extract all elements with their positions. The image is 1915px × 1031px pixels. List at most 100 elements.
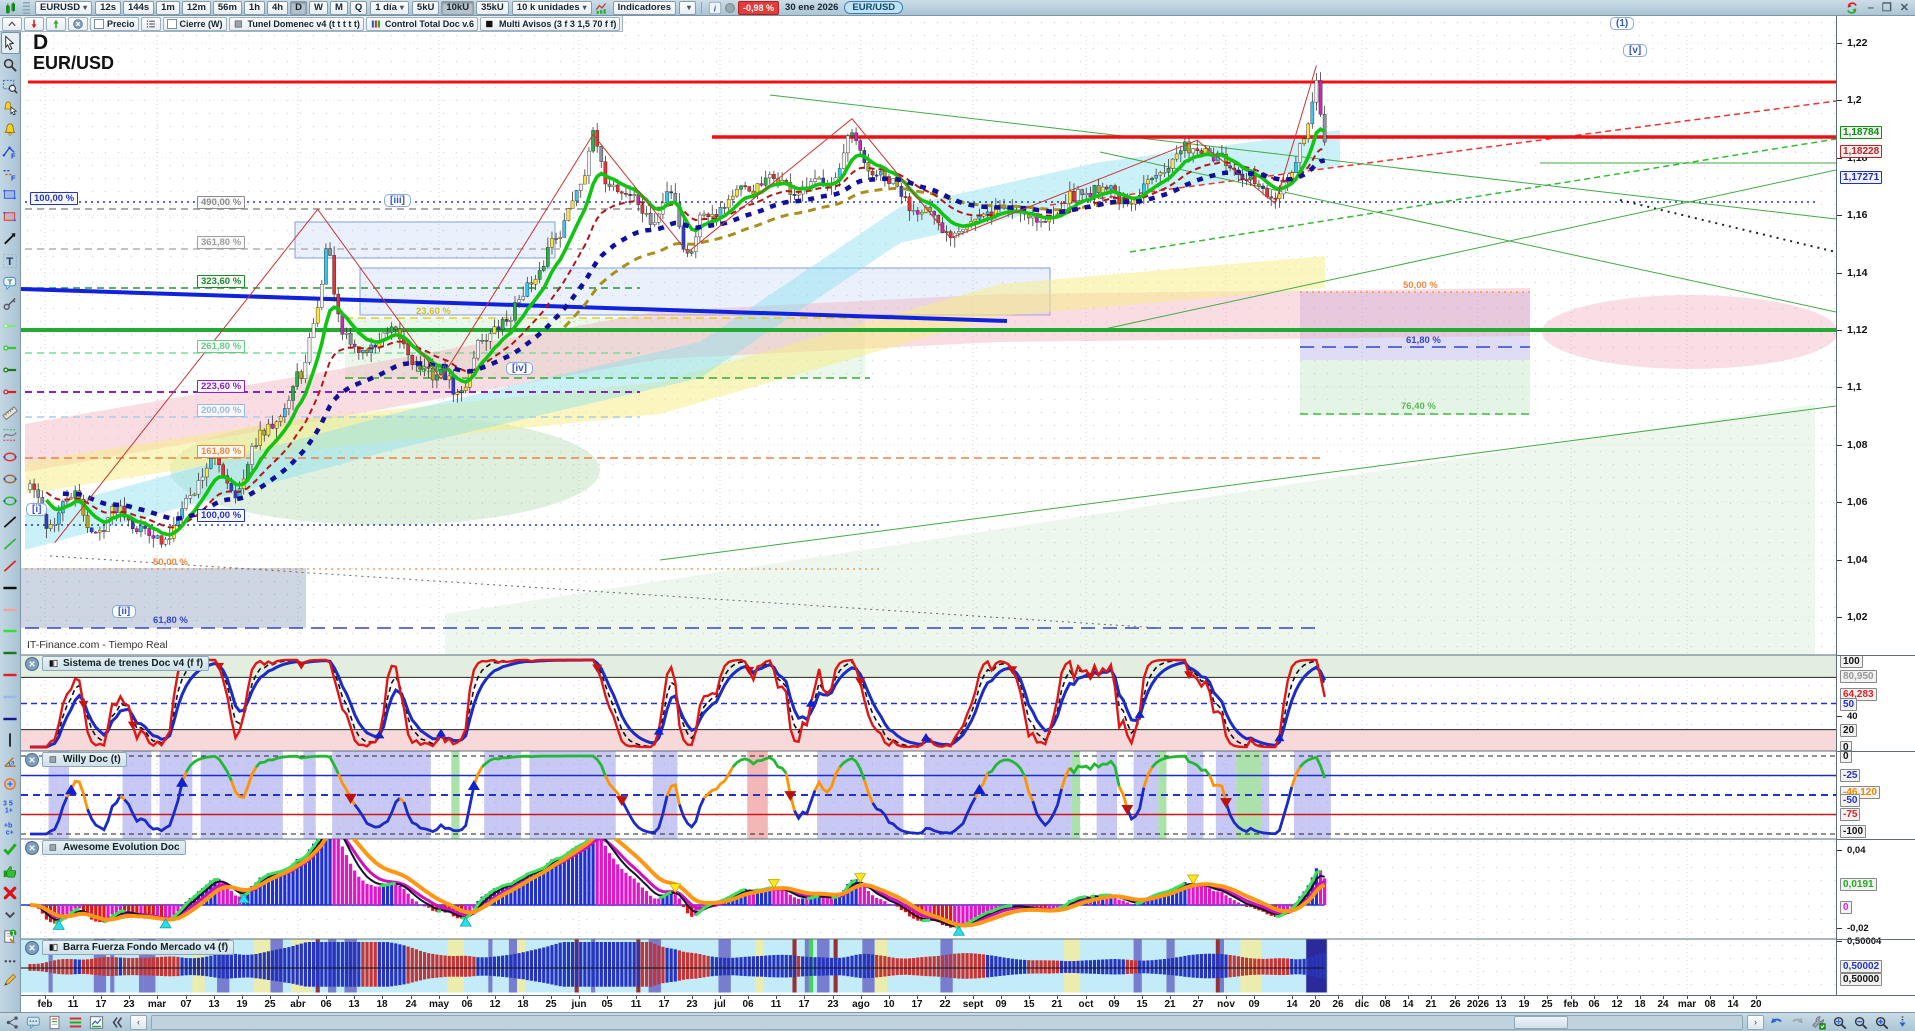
tool-rect-red-icon[interactable] <box>1 206 20 228</box>
chart-doc-icon[interactable] <box>88 1014 105 1031</box>
fibonacci-level-label[interactable]: 100,00 % <box>30 192 79 205</box>
tool-angle-icon[interactable]: a <box>1 751 20 773</box>
tool-ellipse-green-icon[interactable] <box>1 490 20 512</box>
arrow-up-green-icon[interactable] <box>46 16 66 31</box>
fibonacci-level-label[interactable]: 490,00 % <box>197 196 246 209</box>
list-icon[interactable] <box>140 16 161 31</box>
tool-doc-settings-icon[interactable]: 1 <box>1 926 20 948</box>
panel-header-0[interactable]: Sistema de trenes Doc v4 (f f) <box>42 656 210 671</box>
collapse-toolbar-button[interactable] <box>2 16 22 31</box>
tool-circle-orange-icon[interactable] <box>1 773 20 795</box>
timeframe-button-4h[interactable]: 4h <box>267 0 289 15</box>
tool-fib-retracement-icon[interactable]: F <box>1 141 20 163</box>
minimize-button[interactable]: – <box>1867 1 1874 14</box>
period-dropdown[interactable]: 1 día ▾ <box>370 0 409 15</box>
tool-trendline-green-icon[interactable] <box>1 533 20 555</box>
tool-text-icon[interactable]: T <box>1 250 20 272</box>
scroll-down-icon[interactable] <box>1894 1014 1911 1031</box>
share-icon[interactable] <box>4 1014 21 1031</box>
fibonacci-level-label[interactable]: 23,60 % <box>416 306 451 317</box>
scroll-right-button[interactable]: › <box>1747 1014 1764 1030</box>
undo-icon[interactable] <box>1768 1014 1785 1031</box>
tool-trendline-black-icon[interactable] <box>1 512 20 534</box>
tool-hline-green-icon[interactable] <box>1 337 20 359</box>
symbol-select[interactable]: EURUSD ▾ <box>35 0 93 15</box>
panel-close-button[interactable]: ✕ <box>25 656 39 671</box>
scroll-left-button[interactable]: ‹ <box>130 1014 147 1030</box>
tool-pin-icon[interactable] <box>1 294 20 316</box>
tool-hline2-darkgreen-icon[interactable] <box>1 642 20 664</box>
tool-hline2-navy-icon[interactable] <box>1 708 20 730</box>
tool-rect-blue-icon[interactable] <box>1 185 20 207</box>
unit-button-10kU[interactable]: 10kU <box>441 0 475 15</box>
fibonacci-level-label[interactable]: 50,00 % <box>1403 280 1438 291</box>
time-axis[interactable]: feb 11 17 23 mar 07 13 19 25 abr 06 13 18 24 may 06 12 18… <box>21 995 1915 1013</box>
timeframe-button-12s[interactable]: 12s <box>95 0 121 15</box>
zoom-in-icon[interactable] <box>1873 1014 1890 1031</box>
tool-delete-x-icon[interactable] <box>1 882 20 904</box>
tool-hline-darkgreen-icon[interactable] <box>1 359 20 381</box>
tool-vline-icon[interactable] <box>1 730 20 752</box>
tool-hline2-black-icon[interactable] <box>1 577 20 599</box>
timeframe-button-1h[interactable]: 1h <box>243 0 265 15</box>
elliott-wave-label[interactable]: [i] <box>26 503 48 516</box>
tool-check-icon[interactable] <box>1 838 20 860</box>
tool-trendline-red-icon[interactable] <box>1 555 20 577</box>
tool-alert-pointer-icon[interactable] <box>1 97 20 119</box>
fibonacci-level-label[interactable]: 50,00 % <box>153 557 188 568</box>
timeframe-button-W[interactable]: W <box>308 0 328 15</box>
arrow-down-red-icon[interactable] <box>24 16 44 31</box>
tool-hline2-lightblue-icon[interactable] <box>1 686 20 708</box>
redo-icon[interactable] <box>1789 1014 1806 1031</box>
price-checkbox[interactable] <box>94 18 104 29</box>
comment-icon[interactable] <box>25 1014 42 1031</box>
tool-hline-red-icon[interactable] <box>1 381 20 403</box>
tool-alert-icon[interactable] <box>1 119 20 141</box>
units-dropdown[interactable]: 10 k unidades ▾ <box>511 0 592 15</box>
fibonacci-level-label[interactable]: 161,80 % <box>197 445 246 458</box>
elliott-wave-label[interactable]: [iv] <box>506 362 533 375</box>
tool-pointer-icon[interactable] <box>0 32 20 54</box>
unit-button-35kU[interactable]: 35kU <box>476 0 509 15</box>
indicator-setting-1[interactable]: Control Total Doc v.6 <box>365 16 479 31</box>
tool-zoom-icon[interactable] <box>1 54 20 76</box>
indicators-expand-button[interactable]: ▾ <box>678 0 696 15</box>
timeframe-button-M[interactable]: M <box>329 0 348 15</box>
timeframe-button-Q[interactable]: Q <box>349 0 368 15</box>
tool-ruler-icon[interactable] <box>1 403 20 425</box>
collapse-left-icon[interactable] <box>109 1014 126 1031</box>
chart-plot-area[interactable]: D EUR/USD IT-Finance.com - Tiempo Real 1… <box>21 16 1836 1012</box>
tool-edit-pencil-icon[interactable] <box>1 969 20 991</box>
unit-button-5kU[interactable]: 5kU <box>411 0 440 15</box>
tool-hline2-salmon-icon[interactable] <box>1 599 20 621</box>
levels-icon[interactable] <box>67 1014 84 1031</box>
fibonacci-level-label[interactable]: 61,80 % <box>153 615 188 626</box>
indicators-button[interactable]: Indicadores <box>612 0 676 15</box>
document-icon[interactable] <box>46 1014 63 1031</box>
weekly-close-toggle[interactable]: Cierre (W) <box>162 16 227 31</box>
fibonacci-level-label[interactable]: 100,00 % <box>197 509 246 522</box>
tool-ellipse-brown-icon[interactable] <box>1 468 20 490</box>
panel-close-button[interactable]: ✕ <box>25 840 39 855</box>
fibonacci-level-label[interactable]: 38,20 % <box>416 364 451 375</box>
panel-header-2[interactable]: Awesome Evolution Doc <box>42 840 186 855</box>
tool-ellipse-red-icon[interactable] <box>1 446 20 468</box>
price-axis[interactable]: 1,22 1,2 1,18 1,16 1,14 1,12 1,1 1,08 1,06 1,04 1,… <box>1836 16 1915 1012</box>
panel-close-button[interactable]: ✕ <box>25 752 39 767</box>
tool-note-bubble-icon[interactable]: T <box>1 272 20 294</box>
timeframe-button-12m[interactable]: 12m <box>181 0 211 15</box>
price-toggle[interactable]: Precio <box>90 16 139 31</box>
refresh-icon[interactable] <box>1845 0 1860 15</box>
timeframe-button-144s[interactable]: 144s <box>123 0 155 15</box>
tool-fib-projection-icon[interactable]: F <box>1 163 20 185</box>
fibonacci-level-label[interactable]: 200,00 % <box>197 404 246 417</box>
panel-header-1[interactable]: Willy Doc (t) <box>42 752 127 767</box>
scrollbar-thumb[interactable] <box>1514 1015 1568 1029</box>
tool-elliott-letters-icon[interactable]: +b c+ <box>1 817 20 839</box>
zoom-out-icon[interactable] <box>1852 1014 1869 1031</box>
close-checkbox[interactable] <box>166 18 177 29</box>
fibonacci-level-label[interactable]: 223,60 % <box>197 380 246 393</box>
indicator-setting-2[interactable]: Multi Avisos (3 f 3 1,5 70 f f) <box>480 16 621 31</box>
fibonacci-level-label[interactable]: 361,80 % <box>197 236 246 249</box>
fibonacci-level-label[interactable]: 76,40 % <box>1401 401 1436 412</box>
